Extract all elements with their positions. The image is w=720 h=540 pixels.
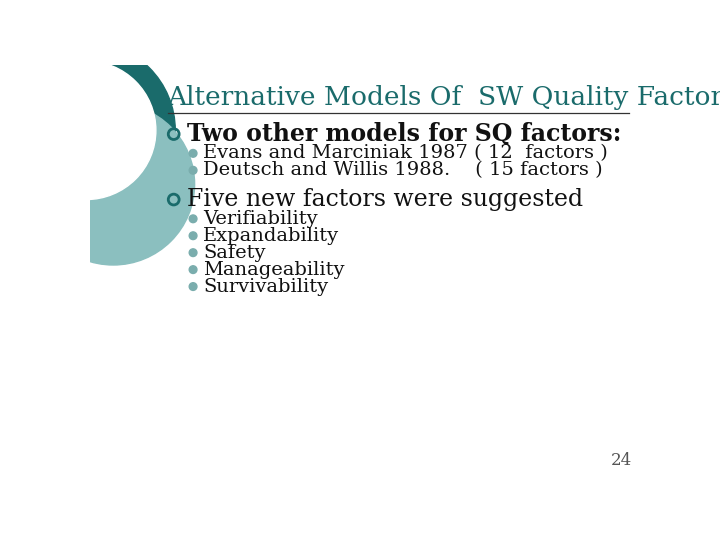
Text: Verifiability: Verifiability [203,210,318,228]
Text: Manageability: Manageability [203,261,345,279]
Circle shape [189,232,197,240]
Circle shape [189,166,197,174]
Text: Two other models for SQ factors:: Two other models for SQ factors: [187,122,621,146]
Text: Survivability: Survivability [203,278,328,295]
Circle shape [189,266,197,273]
Text: 24: 24 [611,452,632,469]
Text: Expandability: Expandability [203,227,339,245]
Circle shape [189,283,197,291]
Text: Evans and Marciniak 1987 ( 12  factors ): Evans and Marciniak 1987 ( 12 factors ) [203,144,608,163]
Text: Safety: Safety [203,244,266,262]
Circle shape [32,103,194,265]
Circle shape [189,150,197,157]
Circle shape [189,249,197,256]
Circle shape [17,61,156,200]
Text: Alternative Models Of  SW Quality Factors: Alternative Models Of SW Quality Factors [168,85,720,110]
Circle shape [0,42,175,219]
Text: Five new factors were suggested: Five new factors were suggested [187,188,583,211]
Text: Deutsch and Willis 1988.    ( 15 factors ): Deutsch and Willis 1988. ( 15 factors ) [203,161,603,179]
Circle shape [189,215,197,222]
